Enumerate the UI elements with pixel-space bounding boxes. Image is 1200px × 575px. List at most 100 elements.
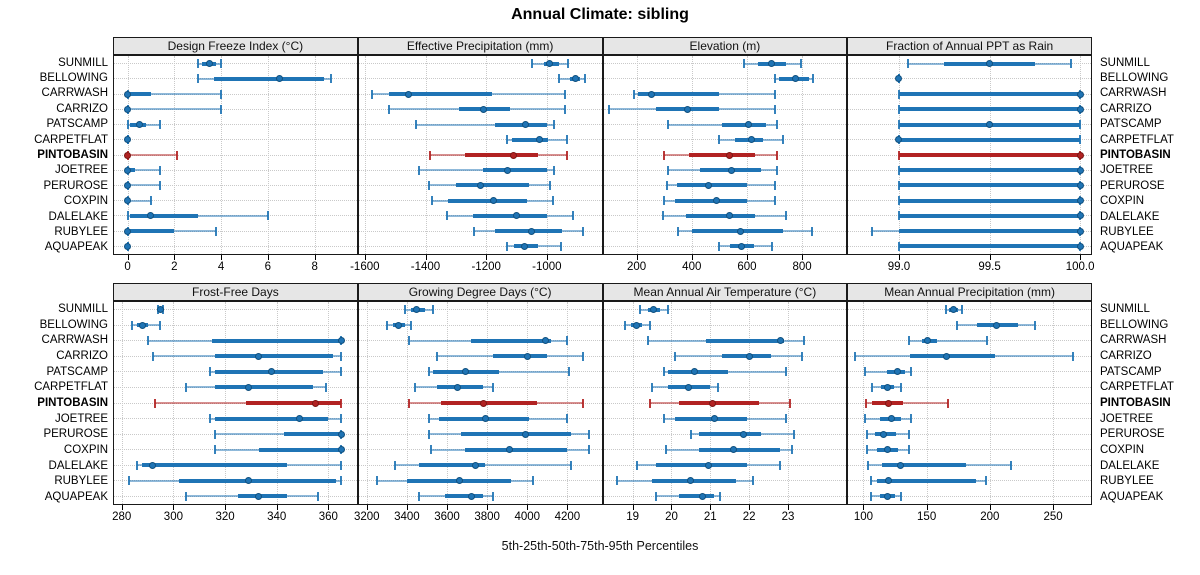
whisker-cap xyxy=(340,476,343,486)
whisker-cap xyxy=(417,491,420,501)
median-dot xyxy=(739,430,747,438)
whisker-cap xyxy=(785,414,788,424)
whisker-cap xyxy=(553,165,556,175)
site-label-left: PERUROSE xyxy=(43,179,108,192)
whisker-line xyxy=(127,169,161,172)
axis-tick-label: 320 xyxy=(215,511,235,523)
whisker-cap xyxy=(126,120,129,130)
whisker-cap xyxy=(717,382,720,392)
axis-tick-label: 600 xyxy=(737,261,757,273)
site-label-left: RUBYLEE xyxy=(54,225,108,238)
whisker-cap xyxy=(266,211,269,221)
panel-strip: Effective Precipitation (mm) xyxy=(357,37,603,55)
site-label-left: AQUAPEAK xyxy=(44,491,108,504)
whisker-line xyxy=(865,402,949,404)
median-dot xyxy=(1076,181,1084,189)
site-label-right: DALELAKE xyxy=(1100,210,1160,223)
whisker-cap xyxy=(175,150,178,160)
whisker-cap xyxy=(430,196,433,206)
whisker-cap xyxy=(781,135,784,145)
median-dot xyxy=(453,383,461,391)
panel-plot xyxy=(357,301,603,505)
site-label-left: CARRWASH xyxy=(41,87,108,100)
panel-strip: Growing Degree Days (°C) xyxy=(357,283,603,301)
whisker-cap xyxy=(773,74,776,84)
median-dot xyxy=(413,306,421,314)
median-dot xyxy=(244,383,252,391)
site-label-right: JOETREE xyxy=(1100,412,1154,425)
whisker-cap xyxy=(864,398,867,408)
gridline-horizontal xyxy=(114,200,357,202)
whisker-line xyxy=(127,154,177,156)
median-dot xyxy=(776,337,784,345)
whisker-cap xyxy=(662,367,665,377)
axis-tick xyxy=(267,255,269,260)
axis-tick xyxy=(406,505,408,510)
whisker-cap xyxy=(661,211,664,221)
range-bar xyxy=(212,338,342,343)
gridline-horizontal xyxy=(848,309,1091,311)
gridline-horizontal xyxy=(603,386,847,388)
site-label-right: JOETREE xyxy=(1100,164,1154,177)
axis-tick xyxy=(632,505,634,510)
axis-tick xyxy=(121,505,123,510)
site-label-left: PATSCAMP xyxy=(46,118,108,131)
whisker-cap xyxy=(853,351,856,361)
whisker-cap xyxy=(752,476,755,486)
gridline-horizontal xyxy=(603,495,847,497)
median-dot xyxy=(528,227,536,235)
axis-tick-label: 300 xyxy=(163,511,183,523)
range-bar xyxy=(898,107,1081,112)
whisker-cap xyxy=(196,74,199,84)
site-label-left: SUNMILL xyxy=(58,56,108,69)
site-label-left: BELLOWING xyxy=(39,318,108,331)
range-bar xyxy=(284,432,342,437)
whisker-cap xyxy=(445,211,448,221)
axis-tick xyxy=(276,505,278,510)
axis-tick-label: 22 xyxy=(742,511,756,523)
whisker-cap xyxy=(863,367,866,377)
panel-plot xyxy=(847,55,1092,255)
whisker-cap xyxy=(429,150,432,160)
whisker-cap xyxy=(944,305,947,315)
site-label-right: PINTOBASIN xyxy=(1100,397,1171,409)
axis-tick xyxy=(989,255,991,260)
median-dot xyxy=(523,352,531,360)
whisker-cap xyxy=(985,476,988,486)
axis-tick xyxy=(425,255,427,260)
range-bar xyxy=(910,354,995,359)
axis-tick-label: 360 xyxy=(318,511,338,523)
range-bar xyxy=(245,401,342,405)
axis-tick xyxy=(364,255,366,260)
median-dot xyxy=(699,492,707,500)
median-dot xyxy=(885,477,893,485)
whisker-cap xyxy=(582,351,585,361)
median-dot xyxy=(147,212,155,220)
median-dot xyxy=(791,75,799,83)
axis-tick xyxy=(127,255,129,260)
range-bar xyxy=(722,122,767,127)
whisker-cap xyxy=(799,59,802,69)
site-label-left: CARRIZO xyxy=(56,349,108,362)
whisker-cap xyxy=(870,226,873,236)
range-bar xyxy=(698,432,761,437)
range-bar xyxy=(655,463,748,468)
whisker-line xyxy=(127,108,222,111)
axis-tick-label: 20 xyxy=(665,511,678,523)
whisker-cap xyxy=(571,211,574,221)
site-label-right: CARRWASH xyxy=(1100,334,1167,347)
range-bar xyxy=(214,354,334,359)
median-dot xyxy=(1076,151,1084,159)
median-dot xyxy=(708,399,716,407)
axis-tick-label: 21 xyxy=(703,511,717,523)
gridline-horizontal xyxy=(114,124,357,126)
median-dot xyxy=(1076,242,1084,250)
median-dot xyxy=(943,352,951,360)
site-label-right: PINTOBASIN xyxy=(1100,149,1171,161)
range-bar xyxy=(679,494,715,499)
whisker-cap xyxy=(792,429,795,439)
range-bar xyxy=(127,229,175,234)
whisker-cap xyxy=(371,89,374,99)
site-label-right: PATSCAMP xyxy=(1100,118,1162,131)
median-dot xyxy=(713,197,721,205)
